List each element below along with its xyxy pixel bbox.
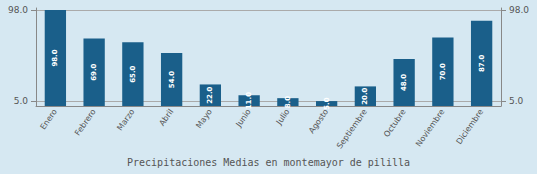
- svg-text:Agosto: Agosto: [307, 107, 330, 135]
- svg-text:70.0: 70.0: [439, 63, 447, 80]
- svg-text:48.0: 48.0: [400, 74, 408, 91]
- svg-text:5.0: 5.0: [323, 97, 331, 110]
- svg-text:Octubre: Octubre: [382, 107, 408, 138]
- svg-text:22.0: 22.0: [206, 86, 214, 103]
- svg-text:98.0: 98.0: [8, 5, 28, 15]
- svg-text:Noviembre: Noviembre: [414, 107, 446, 148]
- svg-text:Junio: Junio: [234, 107, 253, 129]
- svg-text:Febrero: Febrero: [73, 107, 98, 137]
- svg-text:Diciembre: Diciembre: [454, 107, 485, 146]
- svg-text:69.0: 69.0: [90, 63, 98, 80]
- svg-text:98.0: 98.0: [509, 5, 529, 15]
- svg-text:8.0: 8.0: [284, 96, 292, 109]
- svg-text:Abril: Abril: [157, 107, 175, 127]
- svg-text:5.0: 5.0: [14, 96, 29, 106]
- svg-text:Enero: Enero: [38, 107, 59, 131]
- svg-text:65.0: 65.0: [129, 65, 137, 82]
- svg-text:87.0: 87.0: [478, 55, 486, 72]
- svg-text:Julio: Julio: [274, 107, 292, 127]
- svg-text:Septiembre: Septiembre: [335, 107, 369, 150]
- svg-text:20.0: 20.0: [361, 87, 369, 104]
- svg-text:5.0: 5.0: [509, 96, 524, 106]
- svg-text:11.0: 11.0: [245, 92, 253, 109]
- svg-text:54.0: 54.0: [168, 71, 176, 88]
- svg-text:Marzo: Marzo: [115, 107, 136, 132]
- svg-text:Precipitaciones Medias en mont: Precipitaciones Medias en montemayor de …: [127, 157, 410, 168]
- svg-text:98.0: 98.0: [51, 49, 59, 66]
- svg-text:Mayo: Mayo: [194, 107, 214, 130]
